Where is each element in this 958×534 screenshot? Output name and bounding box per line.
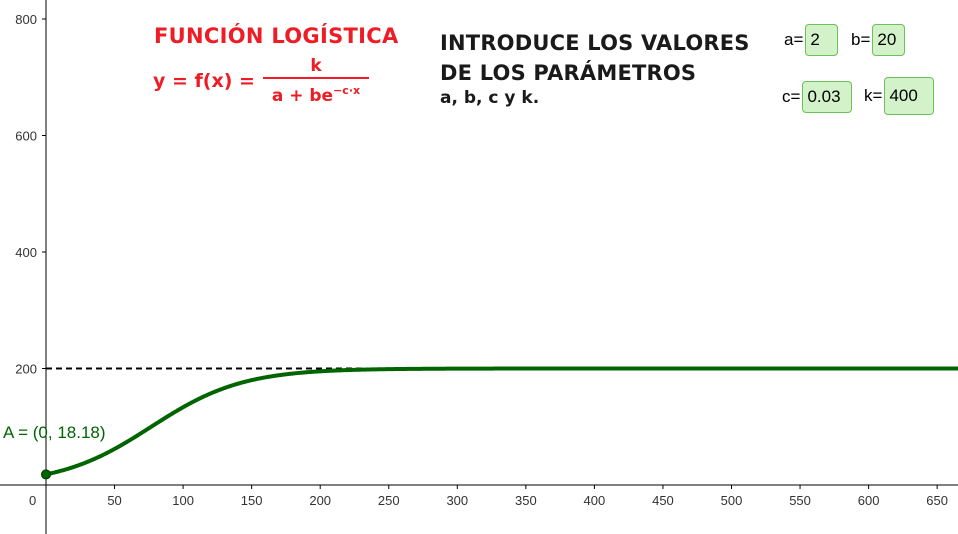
title: FUNCIÓN LOGÍSTICA — [154, 24, 399, 48]
param-c: c= — [782, 81, 853, 113]
x-tick-label: 450 — [652, 493, 674, 508]
x-tick-label: 50 — [107, 493, 121, 508]
denominator-exponent: −c·x — [333, 84, 361, 97]
param-c-label: c= — [782, 87, 801, 106]
instructions: INTRODUCE LOS VALORES DE LOS PARÁMETROS … — [440, 28, 750, 109]
param-c-input[interactable] — [802, 81, 853, 113]
y-tick-label: 600 — [15, 129, 37, 144]
formula-numerator: k — [310, 56, 322, 76]
y-tick-label: 800 — [15, 12, 37, 27]
y-axis-ticks: 200 400 600 800 — [15, 12, 46, 377]
x-tick-label: 650 — [926, 493, 948, 508]
param-b-input[interactable] — [872, 24, 906, 56]
param-b: b= — [851, 24, 906, 56]
origin-label: 0 — [29, 493, 36, 508]
param-a-label: a= — [784, 30, 804, 49]
x-tick-label: 600 — [858, 493, 880, 508]
logistic-curve[interactable] — [44, 366, 958, 477]
x-tick-label: 550 — [789, 493, 811, 508]
fraction-bar — [262, 77, 369, 79]
x-tick-label: 500 — [721, 493, 743, 508]
instructions-line-1: INTRODUCE LOS VALORES — [440, 31, 750, 55]
instructions-line-3: a, b, c y k. — [440, 88, 540, 108]
formula-fraction: k a + be−c·x — [262, 56, 369, 106]
point-a-label: A = (0, 18.18) — [3, 423, 106, 442]
x-tick-label: 300 — [446, 493, 468, 508]
logistic-formula: y = f(x) = k a + be−c·x — [153, 56, 369, 106]
point-a[interactable] — [41, 469, 51, 480]
param-k: k= — [864, 77, 935, 115]
param-b-label: b= — [851, 30, 871, 49]
denominator-base: a + be — [271, 86, 334, 106]
param-a: a= — [784, 24, 839, 56]
param-k-label: k= — [864, 86, 883, 105]
y-tick-label: 200 — [15, 362, 37, 377]
x-axis-ticks: 50 100 150 200 250 300 350 400 450 500 550 600 650 — [107, 485, 948, 508]
instructions-line-2: DE LOS PARÁMETROS — [440, 61, 697, 85]
y-tick-label: 400 — [15, 245, 37, 260]
x-tick-label: 150 — [241, 493, 263, 508]
formula-denominator: a + be−c·x — [272, 81, 360, 106]
param-a-input[interactable] — [805, 24, 839, 56]
formula-lhs: y = f(x) = — [153, 70, 255, 92]
x-tick-label: 250 — [378, 493, 400, 508]
x-tick-label: 200 — [309, 493, 331, 508]
title-text: FUNCIÓN LOGÍSTICA — [154, 24, 399, 48]
x-tick-label: 100 — [172, 493, 194, 508]
param-k-input[interactable] — [884, 77, 935, 115]
x-tick-label: 400 — [584, 493, 606, 508]
x-tick-label: 350 — [515, 493, 537, 508]
